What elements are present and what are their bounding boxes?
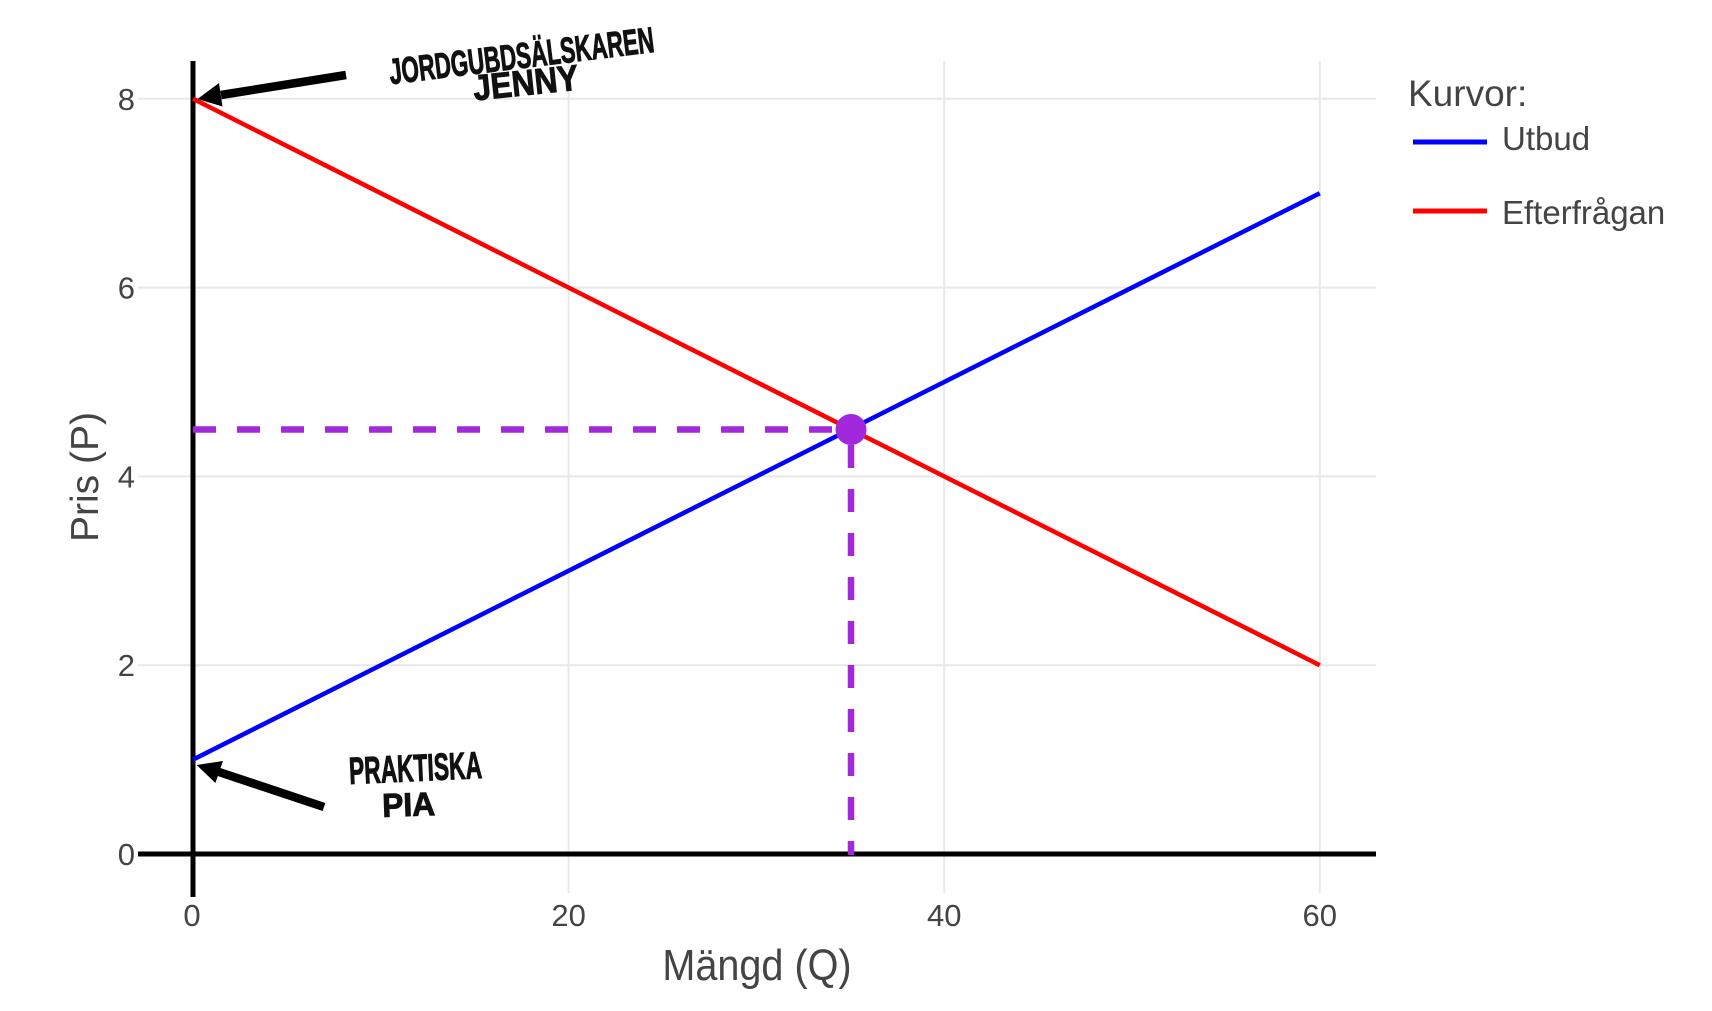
svg-text:0: 0 bbox=[118, 837, 135, 872]
svg-text:20: 20 bbox=[551, 898, 585, 933]
svg-text:Utbud: Utbud bbox=[1502, 120, 1590, 157]
svg-text:2: 2 bbox=[118, 648, 135, 683]
svg-text:Pris (P): Pris (P) bbox=[64, 412, 107, 542]
svg-text:4: 4 bbox=[118, 459, 135, 494]
svg-text:PRAKTISKA: PRAKTISKA bbox=[348, 744, 483, 792]
svg-text:PIA: PIA bbox=[382, 786, 436, 825]
svg-text:Mängd (Q): Mängd (Q) bbox=[662, 940, 851, 989]
svg-text:40: 40 bbox=[927, 898, 961, 933]
svg-text:Efterfrågan: Efterfrågan bbox=[1502, 194, 1665, 231]
svg-text:0: 0 bbox=[183, 898, 200, 933]
svg-text:8: 8 bbox=[118, 82, 135, 117]
svg-text:60: 60 bbox=[1303, 898, 1337, 933]
svg-text:Kurvor:: Kurvor: bbox=[1408, 73, 1527, 114]
svg-text:6: 6 bbox=[118, 271, 135, 306]
